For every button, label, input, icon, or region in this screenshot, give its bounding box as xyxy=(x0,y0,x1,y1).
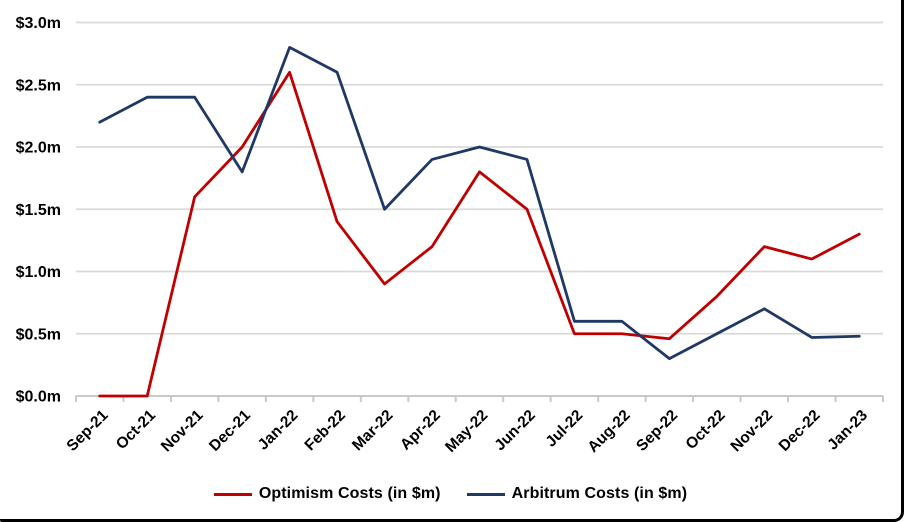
svg-text:Feb-22: Feb-22 xyxy=(302,407,349,454)
legend-item-optimism: Optimism Costs (in $m) xyxy=(213,485,441,503)
legend-label-optimism: Optimism Costs (in $m) xyxy=(258,485,441,502)
svg-text:$3.0m: $3.0m xyxy=(16,15,61,32)
svg-text:Sep-22: Sep-22 xyxy=(633,407,681,455)
arbitrum-line xyxy=(98,46,861,361)
cost-line-chart: $0.0m $0.5m $1.0m $1.5m $2.0m $2.5m $3.0m Sep-2… xyxy=(16,15,884,456)
svg-text:Aug-22: Aug-22 xyxy=(585,407,634,456)
legend-label-arbitrum: Arbitrum Costs (in $m) xyxy=(511,485,688,502)
svg-text:$0.5m: $0.5m xyxy=(16,326,61,343)
svg-text:$0.0m: $0.0m xyxy=(16,389,61,406)
svg-text:$2.5m: $2.5m xyxy=(16,77,61,94)
svg-text:Sep-21: Sep-21 xyxy=(64,407,112,455)
svg-text:Oct-22: Oct-22 xyxy=(683,407,729,453)
svg-text:Nov-21: Nov-21 xyxy=(158,407,207,456)
svg-text:Jan-23: Jan-23 xyxy=(824,407,871,454)
svg-text:Dec-21: Dec-21 xyxy=(206,407,254,455)
svg-text:Jun-22: Jun-22 xyxy=(491,407,538,454)
x-axis-ticks xyxy=(75,396,884,402)
svg-text:May-22: May-22 xyxy=(442,407,491,456)
svg-text:$1.5m: $1.5m xyxy=(16,202,61,219)
y-axis-labels: $0.0m $0.5m $1.0m $1.5m $2.0m $2.5m $3.0m xyxy=(16,15,61,406)
svg-text:Dec-22: Dec-22 xyxy=(776,407,824,455)
svg-text:Jan-22: Jan-22 xyxy=(255,407,302,454)
chart-legend: Optimism Costs (in $m) Arbitrum Costs (i… xyxy=(0,476,901,512)
svg-text:$1.0m: $1.0m xyxy=(16,264,61,281)
legend-item-arbitrum: Arbitrum Costs (in $m) xyxy=(466,485,688,503)
gridlines xyxy=(76,21,883,397)
arbitrum-line-swatch xyxy=(466,492,505,496)
optimism-line xyxy=(98,70,861,398)
svg-text:Oct-21: Oct-21 xyxy=(113,407,159,453)
svg-text:Nov-22: Nov-22 xyxy=(728,407,777,456)
svg-text:Jul-22: Jul-22 xyxy=(543,407,587,451)
svg-text:Mar-22: Mar-22 xyxy=(349,407,396,454)
svg-text:Apr-22: Apr-22 xyxy=(397,407,444,454)
svg-text:$2.0m: $2.0m xyxy=(16,140,61,157)
optimism-line-swatch xyxy=(213,492,252,496)
